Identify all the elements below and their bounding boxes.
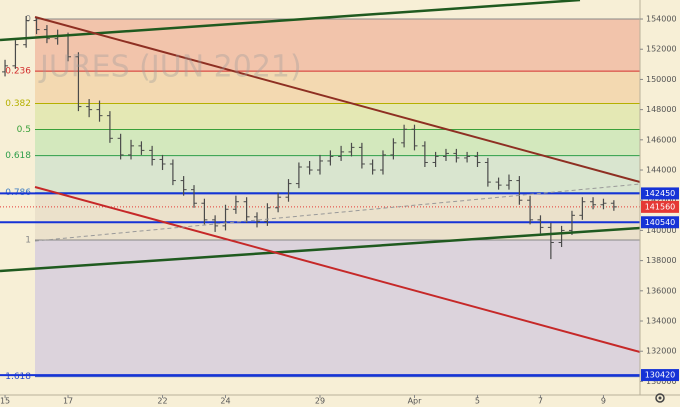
fib-label: 0.618: [5, 151, 31, 161]
y-tick-label: 144000: [646, 166, 677, 175]
settings-icon[interactable]: [655, 393, 665, 403]
price-label-box: [641, 200, 679, 213]
trend-lines: [0, 0, 641, 353]
y-tick-label: 154000: [646, 15, 677, 24]
y-tick-label: 150000: [646, 75, 677, 84]
trend-line: [34, 16, 641, 183]
fib-zone: [35, 129, 640, 156]
x-tick-label: 24: [220, 397, 230, 406]
y-tick-label: 140000: [646, 226, 677, 235]
y-tick-label: 130000: [646, 377, 677, 386]
price-label-box: [641, 216, 679, 229]
x-tick-label: 15: [0, 397, 10, 406]
y-tick-label: 134000: [646, 317, 677, 326]
price-label: 130420: [645, 371, 676, 380]
fib-zone: [35, 240, 640, 377]
y-tick-label: 136000: [646, 286, 677, 295]
fib-label: 1: [25, 236, 31, 246]
price-label: 140540: [645, 218, 676, 227]
x-tick-label: 29: [315, 397, 325, 406]
y-tick-label: 142000: [646, 196, 677, 205]
fib-label: 0: [25, 15, 31, 25]
watermark: JURES (JUN 2021): [38, 50, 302, 85]
price-label: 141560: [645, 202, 676, 211]
fib-label: 1.618: [5, 372, 31, 382]
trend-line: [0, 226, 641, 273]
x-tick-label: 9: [601, 397, 606, 406]
y-tick-label: 138000: [646, 256, 677, 265]
x-tick-label: 22: [157, 397, 167, 406]
price-label-box: [641, 187, 679, 200]
x-tick-label: Apr: [408, 397, 423, 406]
fib-label: 0.382: [5, 99, 31, 109]
price-label: 142450: [645, 189, 676, 198]
fib-zone: [35, 71, 640, 104]
y-tick-label: 152000: [646, 45, 677, 54]
fib-zone: [35, 192, 640, 241]
y-tick-label: 132000: [646, 347, 677, 356]
y-tick-label: 146000: [646, 135, 677, 144]
fib-label: 0.236: [5, 67, 31, 77]
trend-line: [34, 183, 641, 242]
trend-line: [34, 186, 641, 353]
x-tick-label: 17: [63, 397, 73, 406]
fib-zone: [35, 103, 640, 130]
price-label-box: [641, 369, 679, 382]
fib-zone: [35, 155, 640, 193]
fib-label: 0.5: [17, 125, 31, 135]
gear[interactable]: [655, 393, 665, 403]
x-tick-label: 5: [475, 397, 480, 406]
gear-center[interactable]: [658, 396, 662, 400]
y-tick-label: 148000: [646, 105, 677, 114]
x-tick-label: 7: [538, 397, 543, 406]
